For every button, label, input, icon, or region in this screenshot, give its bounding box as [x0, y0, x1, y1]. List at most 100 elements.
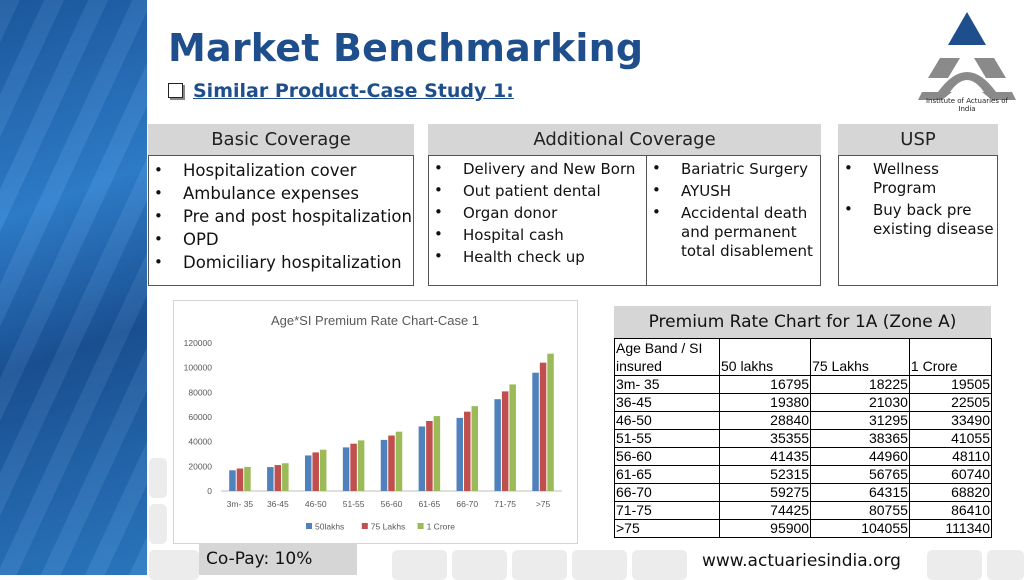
table-cell: 19380	[718, 393, 812, 412]
table-cell: 35355	[718, 429, 812, 448]
table-cell: 41055	[908, 429, 993, 448]
y-tick-label: 20000	[188, 461, 212, 471]
legend-label: 1 Crore	[427, 522, 456, 532]
rate-table-title: Premium Rate Chart for 1A (Zone A)	[614, 306, 991, 338]
x-tick-label: >75	[536, 499, 551, 509]
basic-coverage-panel: Hospitalization coverAmbulance expensesP…	[148, 155, 414, 286]
bar	[395, 431, 403, 491]
y-tick-label: 40000	[188, 437, 212, 447]
legend-label: 50lakhs	[315, 522, 344, 532]
table-row: 61-65 52315 56765 60740	[614, 465, 993, 484]
table-cell: 21030	[810, 393, 910, 412]
table-cell: 86410	[908, 501, 993, 520]
table-cell: 61-65	[614, 465, 720, 484]
bar	[350, 443, 357, 491]
table-cell: 95900	[718, 519, 812, 538]
additional-coverage-item: AYUSH	[647, 181, 820, 201]
basic-coverage-item: Pre and post hospitalization	[149, 206, 413, 227]
premium-rate-table: Age Band / SI insured 50 lakhs 75 Lakhs 1 C…	[614, 338, 993, 538]
table-header-cell: 50 lakhs	[718, 338, 812, 376]
y-tick-label: 100000	[184, 363, 213, 373]
copay-label: Co-Pay: 10%	[199, 543, 357, 575]
institute-logo-icon	[918, 12, 1016, 100]
table-cell: 33490	[908, 411, 993, 430]
table-cell: 41435	[718, 447, 812, 466]
section-subtitle: Similar Product-Case Study 1:	[168, 80, 514, 102]
table-row: 71-75 74425 80755 86410	[614, 501, 993, 520]
table-cell: 38365	[810, 429, 910, 448]
table-cell: 31295	[810, 411, 910, 430]
premium-chart-svg: Age*SI Premium Rate Chart-Case 1 0 20000 40…	[184, 313, 562, 532]
additional-coverage-item: Delivery and New Born	[429, 159, 646, 179]
table-row: 51-55 35355 38365 41055	[614, 429, 993, 448]
table-cell: 68820	[908, 483, 993, 502]
bar	[539, 362, 547, 491]
checkbox-bullet-icon	[168, 83, 183, 98]
bar	[229, 470, 236, 491]
table-header-cell: 1 Crore	[908, 338, 993, 376]
basic-coverage-header: Basic Coverage	[148, 124, 414, 155]
table-row: 66-70 59275 64315 68820	[614, 483, 993, 502]
table-cell: 52315	[718, 465, 812, 484]
additional-coverage-item: Hospital cash	[429, 225, 646, 245]
table-cell: 3m- 35	[614, 375, 720, 394]
legend-swatch	[417, 523, 424, 529]
bar	[532, 372, 539, 491]
usp-item: Wellness Program	[839, 159, 997, 198]
additional-coverage-panel-left: Delivery and New BornOut patient dentalO…	[428, 155, 647, 286]
x-tick-label: 36-45	[267, 499, 289, 509]
table-cell: 51-55	[614, 429, 720, 448]
logo-caption: Institute of Actuaries of India	[925, 97, 1008, 113]
x-tick-label: 56-60	[381, 499, 403, 509]
bar	[274, 465, 282, 491]
table-cell: 56-60	[614, 447, 720, 466]
y-tick-label: 60000	[188, 412, 212, 422]
table-cell: >75	[614, 519, 720, 538]
table-cell: 71-75	[614, 501, 720, 520]
usp-panel: Wellness ProgramBuy back pre existing di…	[838, 155, 998, 286]
table-cell: 104055	[810, 519, 910, 538]
bar	[418, 426, 426, 491]
website-link[interactable]: www.actuariesindia.org	[702, 551, 901, 571]
legend-label: 75 Lakhs	[371, 522, 406, 532]
table-cell: 19505	[908, 375, 993, 394]
additional-coverage-item: Out patient dental	[429, 181, 646, 201]
bar	[509, 384, 516, 491]
bar	[501, 391, 509, 491]
bar	[282, 463, 289, 491]
x-tick-label: 66-70	[456, 499, 478, 509]
bar	[236, 468, 244, 491]
bar	[267, 467, 274, 491]
table-cell: 56765	[810, 465, 910, 484]
additional-coverage-panel-right: Bariatric SurgeryAYUSHAccidental death a…	[646, 155, 821, 286]
x-tick-label: 71-75	[494, 499, 516, 509]
table-header-cell: Age Band / SI insured	[614, 338, 720, 376]
table-cell: 48110	[908, 447, 993, 466]
basic-coverage-list: Hospitalization coverAmbulance expensesP…	[149, 160, 413, 273]
table-cell: 28840	[718, 411, 812, 430]
basic-coverage-item: Ambulance expenses	[149, 183, 413, 204]
bar	[244, 466, 251, 491]
legend-swatch	[306, 523, 312, 529]
bar	[426, 420, 433, 491]
bar	[319, 449, 327, 491]
bar	[380, 439, 388, 491]
y-tick-label: 0	[207, 486, 212, 496]
table-cell: 59275	[718, 483, 812, 502]
additional-coverage-item: Health check up	[429, 247, 646, 267]
table-cell: 18225	[810, 375, 910, 394]
chart-title: Age*SI Premium Rate Chart-Case 1	[271, 313, 479, 328]
additional-coverage-item: Bariatric Surgery	[647, 159, 820, 179]
table-cell: 46-50	[614, 411, 720, 430]
left-decorative-band	[0, 0, 147, 575]
usp-item: Buy back pre existing disease	[839, 200, 997, 239]
additional-coverage-header: Additional Coverage	[428, 124, 821, 155]
bar	[312, 452, 319, 491]
bar	[357, 440, 365, 491]
table-header-cell: 75 Lakhs	[810, 338, 910, 376]
table-cell: 22505	[908, 393, 993, 412]
bar	[456, 417, 464, 491]
x-tick-label: 51-55	[343, 499, 365, 509]
additional-coverage-list-right: Bariatric SurgeryAYUSHAccidental death a…	[647, 159, 820, 261]
table-cell: 44960	[810, 447, 910, 466]
